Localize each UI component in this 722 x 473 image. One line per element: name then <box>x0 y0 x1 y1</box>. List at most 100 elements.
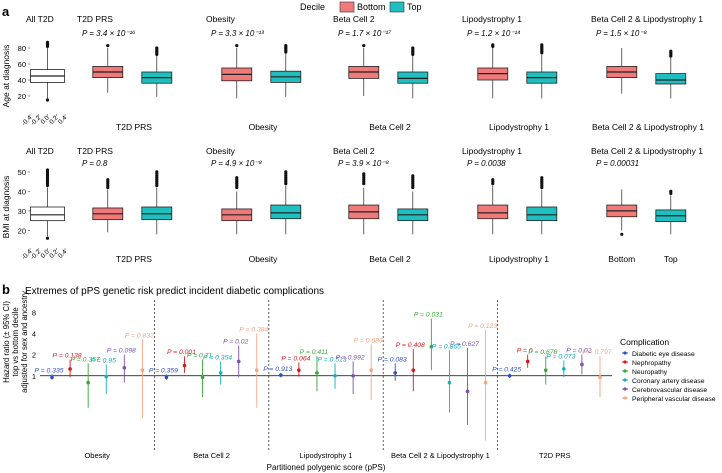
x-axis-label: Obesity <box>249 254 279 264</box>
x-tick-label: 0.2 <box>48 248 60 260</box>
forest-group-label: Lipodystrophy 1 <box>300 451 353 460</box>
pvalue-label: P = 0.031 <box>414 312 443 319</box>
y-tick-label: 40 <box>18 187 26 196</box>
pvalue-label: P = 0.354 <box>203 354 232 361</box>
pvalue-label: P = 0.357 <box>71 356 100 363</box>
box-top-decile-iqr <box>397 71 429 84</box>
panel-pvalue: P = 3.3 × 10⁻¹³ <box>211 29 264 38</box>
panel-pvalue: P = 4.9 × 10⁻⁸ <box>211 159 263 168</box>
hazard-point <box>164 375 169 380</box>
pvalue-label: P = 0.064 <box>281 355 310 362</box>
box-bottom-decile <box>606 189 638 236</box>
box-top-decile <box>270 44 302 97</box>
y-tick-label: 50 <box>18 168 26 177</box>
panel-pvalue: P = 0.0038 <box>467 159 506 168</box>
y-tick-label: 30 <box>18 207 26 216</box>
panel-title: Beta Cell 2 & Lipodystrophy 1 <box>591 14 703 24</box>
hazard-point <box>236 359 241 364</box>
pvalue-label: P = 0.71 <box>187 353 212 360</box>
forest-x-axis-label: Partitioned polygenic score (pPS) <box>267 463 386 472</box>
y-tick-label: 20 <box>18 226 26 235</box>
box-bottom-decile <box>221 44 253 99</box>
box-top-decile-outlier <box>411 174 415 178</box>
panel-title: T2D PRS <box>77 146 113 156</box>
hazard-point <box>598 375 602 380</box>
panel-lipodystrophy-1: Lipodystrophy 1 P = 0.0038 Lipodystrophy 1 <box>462 146 558 264</box>
hazard-point <box>122 365 127 370</box>
box-bottom-decile-outlier <box>235 176 239 180</box>
panel-t2d-prs: T2D PRS P = 3.4 × 10⁻¹⁶ T2D PRS <box>77 14 173 132</box>
box-top-decile-iqr <box>526 206 558 222</box>
panel-pvalue: P = 3.4 × 10⁻¹⁶ <box>82 29 136 38</box>
pvalue-label: P = 0.513 <box>318 356 347 363</box>
x-tick-label: 0.4 <box>57 248 69 260</box>
reference-box-outlier <box>45 168 50 172</box>
hazard-point <box>483 380 488 385</box>
panel-beta-cell-2: Beta Cell 2 P = 1.7 × 10⁻¹⁷ Beta Cell 2 <box>333 14 429 132</box>
panel-letter-b: b <box>2 282 10 297</box>
box-top-decile-outlier <box>540 43 544 47</box>
decile-legend-title: Decile <box>300 2 325 12</box>
pvalue-label: P = 0.335 <box>34 367 63 374</box>
reference-box-iqr <box>30 206 65 222</box>
panel-obesity: Obesity P = 4.9 × 10⁻⁸ Obesity <box>206 146 302 264</box>
legend-dot-swatch <box>623 369 627 373</box>
x-tick-label: 0.4 <box>57 114 69 126</box>
box-top-decile <box>526 43 558 99</box>
pvalue-label: P = 0.123 <box>468 323 497 330</box>
panel-obesity: Obesity P = 3.3 × 10⁻¹³ Obesity <box>206 14 302 132</box>
hazard-point <box>543 368 548 373</box>
box-top-decile <box>397 174 429 235</box>
hazard-point <box>86 380 90 385</box>
complication-legend-label: Peripheral vascular disease <box>632 396 716 403</box>
box-bottom-decile <box>348 44 380 96</box>
hazard-point <box>254 368 259 373</box>
hazard-point <box>297 368 301 373</box>
reference-panel-title: All T2D <box>26 146 54 156</box>
box-top-decile-iqr <box>655 73 687 85</box>
x-tick-label: 0.0 <box>40 114 52 126</box>
x-axis-label: T2D PRS <box>116 254 152 264</box>
pvalue-label: P = 0 <box>517 348 533 355</box>
pvalue-label: P = 0.02 <box>223 338 248 345</box>
hazard-point <box>333 373 337 378</box>
box-top-decile <box>270 170 302 235</box>
y-tick-label: 20 <box>18 92 26 101</box>
pvalue-label: P = 0.384 <box>239 327 268 334</box>
forest-y-tick-label: 4 <box>32 330 36 339</box>
x-tick-label: 0.0 <box>40 248 52 260</box>
box-top-decile <box>141 46 173 97</box>
panel-title: Obesity <box>206 14 236 24</box>
complication-legend-title: Complication <box>620 337 669 347</box>
hazard-point <box>140 368 145 373</box>
y-tick-label: 60 <box>18 60 26 69</box>
panel-title: Obesity <box>206 146 236 156</box>
pvalue-label: P = 0.425 <box>492 367 521 374</box>
box-bottom-decile-outlier <box>362 172 366 176</box>
pvalue-label: P = 0.678 <box>528 349 557 356</box>
x-axis-label: Lipodystrophy 1 <box>489 122 549 132</box>
forest-group-label: T2D PRS <box>539 451 571 460</box>
box-top-decile-outlier <box>284 170 288 174</box>
box-top-decile-outlier <box>411 46 415 50</box>
box-top-decile-outlier <box>155 46 159 50</box>
box-bottom-decile-outlier <box>235 44 239 48</box>
pvalue-label: P = 0.098 <box>107 348 136 355</box>
hazard-point <box>104 374 109 379</box>
pvalue-label: P = 0.083 <box>378 356 407 363</box>
pvalue-label: P = 0.411 <box>300 349 329 356</box>
x-axis-label: Beta Cell 2 <box>369 122 411 132</box>
legend-swatch-top <box>389 1 405 13</box>
panel-title: T2D PRS <box>77 14 113 24</box>
reference-box-outlier <box>45 98 50 102</box>
forest-group-beta-cell-2-lipodystrophy-1: Beta Cell 2 & Lipodystrophy 1 P = 0.083 P … <box>378 300 497 460</box>
box-bottom-decile-iqr <box>477 204 509 220</box>
x-tick-label-top: Top <box>664 254 678 264</box>
pvalue-label: P = 0.408 <box>396 342 425 349</box>
box-top-decile-outlier <box>669 49 673 53</box>
box-bottom-decile-outlier <box>491 43 495 47</box>
pvalue-label: P = 0.913 <box>263 366 292 373</box>
